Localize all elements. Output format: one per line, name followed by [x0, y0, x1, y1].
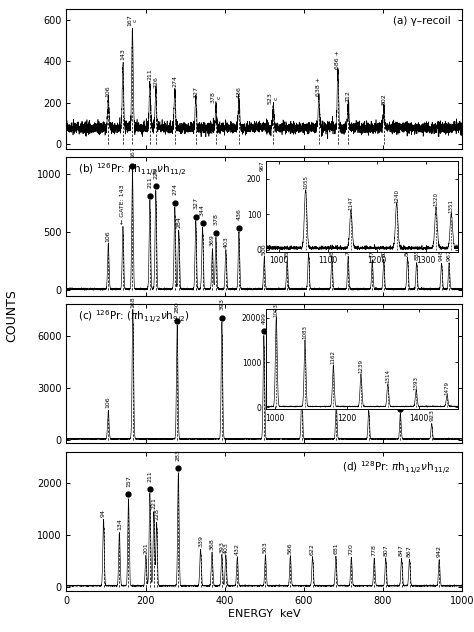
Text: 712: 712: [346, 90, 351, 102]
Text: 274: 274: [173, 75, 177, 87]
Text: 369: 369: [210, 234, 215, 246]
Text: 280: 280: [175, 301, 180, 313]
Text: 612: 612: [306, 240, 311, 251]
Text: 393: 393: [219, 540, 224, 552]
Text: 403: 403: [223, 236, 228, 248]
Text: 923: 923: [429, 410, 434, 422]
Text: 682: 682: [334, 380, 339, 392]
Text: 403: 403: [223, 542, 228, 554]
Text: 712: 712: [346, 243, 351, 255]
Text: 436: 436: [237, 86, 241, 98]
Text: 500: 500: [262, 243, 267, 255]
Text: 595: 595: [300, 368, 304, 379]
Text: 368: 368: [210, 538, 215, 550]
Text: 378: 378: [213, 213, 219, 225]
Text: 226: 226: [153, 167, 158, 179]
Text: 211: 211: [147, 470, 152, 482]
Text: 686 +: 686 +: [336, 50, 340, 69]
Text: 967: 967: [447, 249, 452, 261]
Text: ← GATE: 143: ← GATE: 143: [120, 185, 126, 224]
Text: 867: 867: [407, 545, 412, 557]
Text: 942: 942: [437, 545, 442, 557]
Text: (b) $^{126}$Pr: $\pi$h$_{11/2}$$\nu$h$_{11/2}$: (b) $^{126}$Pr: $\pi$h$_{11/2}$$\nu$h$_{…: [78, 161, 187, 178]
Text: 378
c: 378 c: [210, 91, 221, 103]
Text: 720: 720: [349, 544, 354, 555]
Text: (d) $^{128}$Pr: $\pi$h$_{11/2}$$\nu$h$_{11/2}$: (d) $^{128}$Pr: $\pi$h$_{11/2}$$\nu$h$_{…: [342, 459, 450, 476]
Text: 327: 327: [193, 197, 198, 209]
Text: 211: 211: [147, 176, 152, 188]
Text: 339: 339: [198, 535, 203, 547]
Text: 622: 622: [310, 543, 315, 554]
Text: 671: 671: [329, 243, 335, 255]
Text: (a) γ–recoil: (a) γ–recoil: [392, 16, 450, 27]
Text: COUNTS: COUNTS: [5, 289, 18, 343]
X-axis label: ENERGY  keV: ENERGY keV: [228, 609, 301, 619]
Text: 885: 885: [414, 249, 419, 260]
Text: 638 +: 638 +: [316, 76, 321, 95]
Text: 106: 106: [106, 230, 111, 242]
Text: 284: 284: [176, 216, 181, 228]
Text: 523
c: 523 c: [268, 92, 279, 104]
Text: 226: 226: [153, 76, 158, 88]
Text: 327: 327: [193, 86, 198, 98]
Text: 764: 764: [366, 387, 371, 399]
Text: 847: 847: [399, 544, 404, 556]
Text: 157: 157: [126, 475, 131, 487]
Text: 106: 106: [106, 85, 111, 97]
Text: 681: 681: [333, 542, 338, 554]
Text: 844: 844: [398, 389, 403, 401]
Text: 221: 221: [151, 497, 156, 509]
Text: 499: 499: [261, 312, 266, 324]
Text: 503: 503: [263, 541, 268, 553]
Text: 94: 94: [101, 509, 106, 517]
Text: 778: 778: [372, 544, 377, 556]
Text: 432: 432: [235, 543, 240, 554]
Text: (c) $^{126}$Pr: ($\pi$h$_{11/2}$$\nu$h$_{9/2}$): (c) $^{126}$Pr: ($\pi$h$_{11/2}$$\nu$h$_…: [78, 308, 190, 325]
Text: 211: 211: [147, 68, 152, 80]
Text: 201: 201: [144, 542, 148, 554]
Text: 393: 393: [219, 298, 224, 310]
Text: 143: 143: [120, 49, 126, 60]
Text: 948: 948: [439, 250, 444, 262]
Text: 773: 773: [370, 246, 375, 258]
Text: 344: 344: [200, 204, 205, 216]
Text: 134: 134: [117, 518, 122, 530]
Text: 802: 802: [381, 94, 386, 105]
Text: 168: 168: [130, 296, 136, 308]
Text: 228: 228: [154, 508, 159, 520]
Text: 558: 558: [285, 246, 290, 258]
Text: 283: 283: [176, 449, 181, 461]
Text: 862: 862: [405, 244, 410, 256]
Text: 807: 807: [383, 545, 388, 556]
Text: 802: 802: [381, 246, 386, 257]
Text: 274: 274: [173, 183, 177, 195]
Text: 167: 167: [130, 146, 135, 158]
Text: 566: 566: [288, 542, 293, 554]
Text: 106: 106: [106, 397, 111, 408]
Text: 436: 436: [237, 209, 241, 221]
Text: 167
c: 167 c: [127, 15, 138, 26]
